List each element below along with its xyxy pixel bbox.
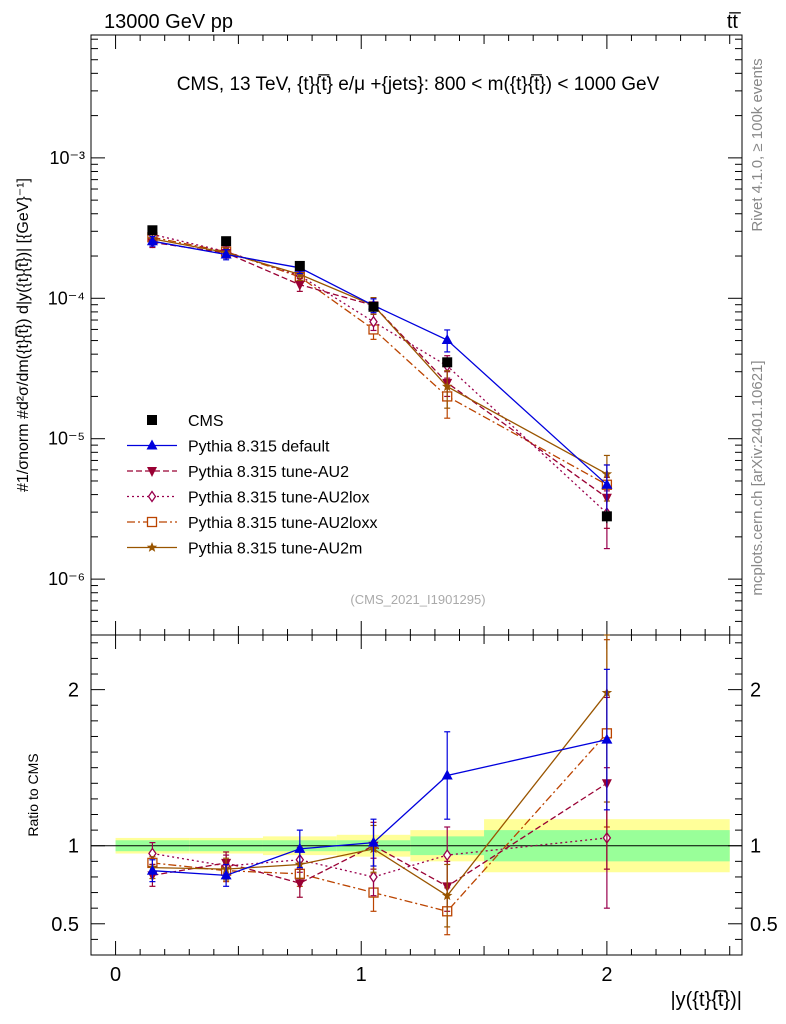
ratio-line-au2loxx: [152, 732, 608, 913]
main-y-axis-label: #1/σnorm #d²σ/dm({t}{t̅}) d|y({t}{t̅})| …: [15, 178, 32, 492]
series-line-au2: [152, 241, 608, 499]
ratio-series-au2: [147, 696, 612, 912]
ratio-line-au2lox: [152, 837, 607, 878]
series-au2m: [147, 233, 613, 502]
legend-label: Pythia 8.315 tune-AU2: [188, 464, 349, 481]
legend-label: CMS: [188, 413, 224, 430]
legend-marker-au2: [147, 467, 157, 477]
legend-marker-au2loxx: [146, 516, 158, 528]
ratio-point-au2: [294, 879, 305, 890]
data-point-cms: [601, 511, 612, 522]
energy-label: 13000 GeV pp: [104, 11, 233, 33]
legend-item-au2loxx: Pythia 8.315 tune-AU2loxx: [127, 515, 377, 532]
process-label: tt̅: [727, 11, 741, 33]
data-point-au2: [294, 280, 305, 291]
data-point-default: [146, 235, 158, 246]
ratio-point-default: [220, 869, 232, 880]
ratio-y-axis-label: Ratio to CMS: [25, 753, 41, 836]
ratio-point-au2m: [442, 890, 453, 901]
legend: CMS Pythia 8.315 default Pythia 8.315 tune…: [127, 413, 377, 558]
ratio-y-tick-label-right: 1: [750, 836, 761, 858]
series-line-default: [152, 240, 608, 486]
data-point-cms: [442, 357, 453, 368]
ratio-y-tick-label-right: 2: [750, 680, 761, 702]
legend-item-cms: CMS: [147, 413, 224, 430]
ratio-y-tick-label: 2: [68, 680, 79, 702]
data-point-au2lox: [369, 315, 378, 328]
ratio-point-au2lox: [369, 870, 378, 884]
ratio-line-au2m: [152, 692, 608, 897]
ratio-y-tick-label-right: 0.5: [750, 914, 778, 936]
legend-marker-au2m: [146, 542, 158, 552]
series-line-au2m: [152, 238, 608, 475]
legend-label: Pythia 8.315 tune-AU2loxx: [188, 515, 377, 532]
url-label: mcplots.cern.ch [arXiv:2401.10621]: [749, 360, 766, 595]
ratio-point-default: [146, 864, 158, 875]
ratio-x-tick-label: 2: [601, 964, 612, 986]
ratio-series-default: [146, 668, 613, 887]
ratio-series-au2m: [147, 634, 613, 928]
data-point-au2m: [442, 381, 453, 392]
rivet-label: Rivet 4.1.0, ≥ 100k events: [749, 58, 766, 231]
ratio-panel: 0 1 2 0.5 0.5 1 1 2 2: [51, 634, 778, 986]
ratio-point-default: [441, 769, 453, 780]
ratio-y-tick-label: 0.5: [51, 914, 79, 936]
ratio-line-au2: [152, 782, 608, 888]
ratio-point-default: [368, 836, 380, 847]
data-point-default: [441, 333, 453, 344]
series-cms: [147, 225, 612, 524]
legend-item-default: Pythia 8.315 default: [127, 439, 330, 456]
analysis-watermark: (CMS_2021_I1901295): [350, 592, 485, 607]
ratio-point-au2lox: [442, 848, 452, 862]
main-title: CMS, 13 TeV, {t}{t̅} e/μ +{jets}: 800 < …: [177, 74, 660, 95]
series-line-au2lox: [152, 233, 608, 514]
data-point-cms: [147, 225, 158, 236]
ratio-line-default: [152, 738, 608, 877]
legend-item-au2lox: Pythia 8.315 tune-AU2lox: [127, 490, 369, 507]
legend-item-au2: Pythia 8.315 tune-AU2: [127, 464, 349, 481]
legend-label: Pythia 8.315 tune-AU2lox: [188, 490, 369, 507]
main-y-tick-label: 10⁻³: [49, 148, 85, 168]
ratio-y-tick-label: 1: [68, 836, 79, 858]
ratio-x-tick-label: 0: [110, 964, 121, 986]
data-point-cms: [221, 236, 232, 247]
legend-item-au2m: Pythia 8.315 tune-AU2m: [127, 541, 362, 558]
ratio-series-au2loxx: [147, 639, 613, 936]
main-panel: 10⁻⁶ 10⁻⁵ 10⁻⁴ 10⁻³ CMS, 13 TeV, {t}{t̅} e/…: [48, 34, 743, 636]
series-au2: [147, 237, 612, 529]
series-line-au2loxx: [152, 236, 608, 486]
ratio-x-tick-label: 1: [356, 964, 367, 986]
legend-marker-au2lox: [147, 490, 157, 503]
main-y-tick-label: 10⁻⁶: [48, 569, 85, 589]
legend-label: Pythia 8.315 tune-AU2m: [188, 541, 362, 558]
data-point-cms: [294, 260, 305, 271]
x-axis-label: |y({t}{t̅})|: [670, 989, 742, 1011]
data-point-default: [220, 248, 232, 259]
data-point-default: [601, 478, 613, 489]
ratio-frame: [90, 634, 743, 956]
ratio-point-default: [601, 733, 613, 744]
data-point-cms: [368, 301, 379, 312]
main-y-tick-label: 10⁻⁵: [48, 429, 85, 449]
ratio-point-default: [294, 842, 306, 853]
legend-label: Pythia 8.315 default: [188, 439, 330, 456]
legend-marker-cms: [147, 415, 157, 425]
legend-marker-default: [146, 439, 158, 450]
main-y-tick-label: 10⁻⁴: [48, 288, 85, 308]
